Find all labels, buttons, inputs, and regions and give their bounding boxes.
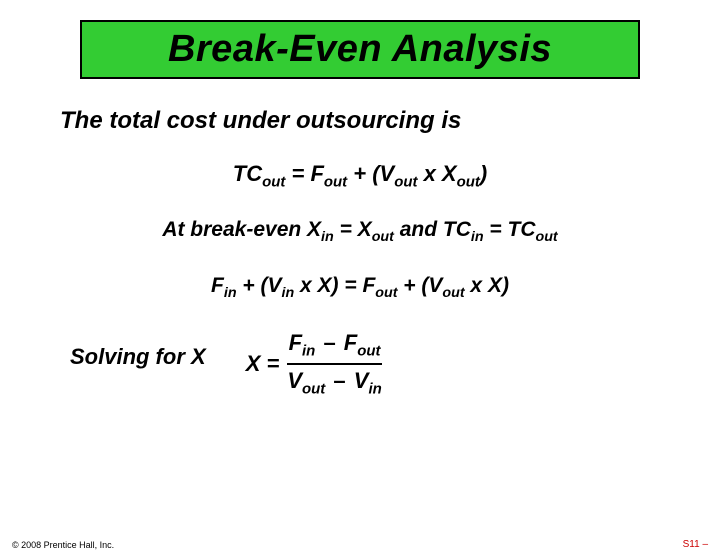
eq-sub: out <box>372 230 394 246</box>
eq-sub: out <box>442 285 464 301</box>
eq-sub: out <box>324 173 347 190</box>
solving-row: Solving for X X = Fin – Fout Vout – Vin <box>60 329 660 399</box>
fraction-denominator: Vout – Vin <box>287 367 381 399</box>
eq-text: F <box>338 330 358 355</box>
equation-solve-x: X = Fin – Fout Vout – Vin <box>246 329 382 399</box>
minus-sign: – <box>331 368 347 393</box>
eq-text: and TC <box>394 218 471 241</box>
eq-text: V <box>348 368 369 393</box>
fraction-numerator: Fin – Fout <box>289 329 381 361</box>
eq-text: At break-even X <box>162 218 321 241</box>
fraction: Fin – Fout Vout – Vin <box>287 329 381 399</box>
eq-sub: in <box>281 285 294 301</box>
eq-text: F <box>289 330 302 355</box>
equation-tc-out: TCout = Fout + (Vout x Xout) <box>60 161 660 190</box>
eq-text: + (V <box>397 274 442 297</box>
eq-sub: in <box>302 342 315 359</box>
eq-sub: in <box>321 230 334 246</box>
eq-text: = F <box>285 161 324 186</box>
eq-text: TC <box>233 161 262 186</box>
eq-text: + (V <box>347 161 394 186</box>
eq-sub: out <box>262 173 285 190</box>
eq-sub: in <box>368 380 381 397</box>
page-title: Break-Even Analysis <box>92 28 628 71</box>
eq-sub: out <box>357 342 380 359</box>
eq-text: ) <box>480 161 487 186</box>
fraction-line <box>287 363 381 365</box>
eq-text: = TC <box>484 218 536 241</box>
equation-equality: Fin + (Vin x X) = Fout + (Vout x X) <box>60 274 660 301</box>
eq-text: V <box>287 368 302 393</box>
eq-lhs: X = <box>246 351 280 377</box>
eq-sub: out <box>375 285 397 301</box>
eq-text: x X <box>417 161 456 186</box>
eq-sub: in <box>224 285 237 301</box>
eq-text: + (V <box>237 274 282 297</box>
equation-breakeven-cond: At break-even Xin = Xout and TCin = TCou… <box>60 218 660 245</box>
eq-sub: out <box>302 380 325 397</box>
eq-text: = X <box>334 218 372 241</box>
eq-sub: out <box>536 230 558 246</box>
solving-label: Solving for X <box>70 344 206 384</box>
minus-sign: – <box>321 330 337 355</box>
intro-text: The total cost under outsourcing is <box>60 107 660 135</box>
title-box: Break-Even Analysis <box>80 20 640 79</box>
eq-text: x X) = F <box>294 274 375 297</box>
eq-sub: in <box>471 230 484 246</box>
eq-text: F <box>211 274 224 297</box>
copyright-text: © 2008 Prentice Hall, Inc. <box>12 540 114 550</box>
content-area: The total cost under outsourcing is TCou… <box>0 79 720 399</box>
slide-number: S11 – <box>683 539 708 550</box>
eq-sub: out <box>457 173 480 190</box>
eq-sub: out <box>394 173 417 190</box>
eq-text: x X) <box>465 274 509 297</box>
